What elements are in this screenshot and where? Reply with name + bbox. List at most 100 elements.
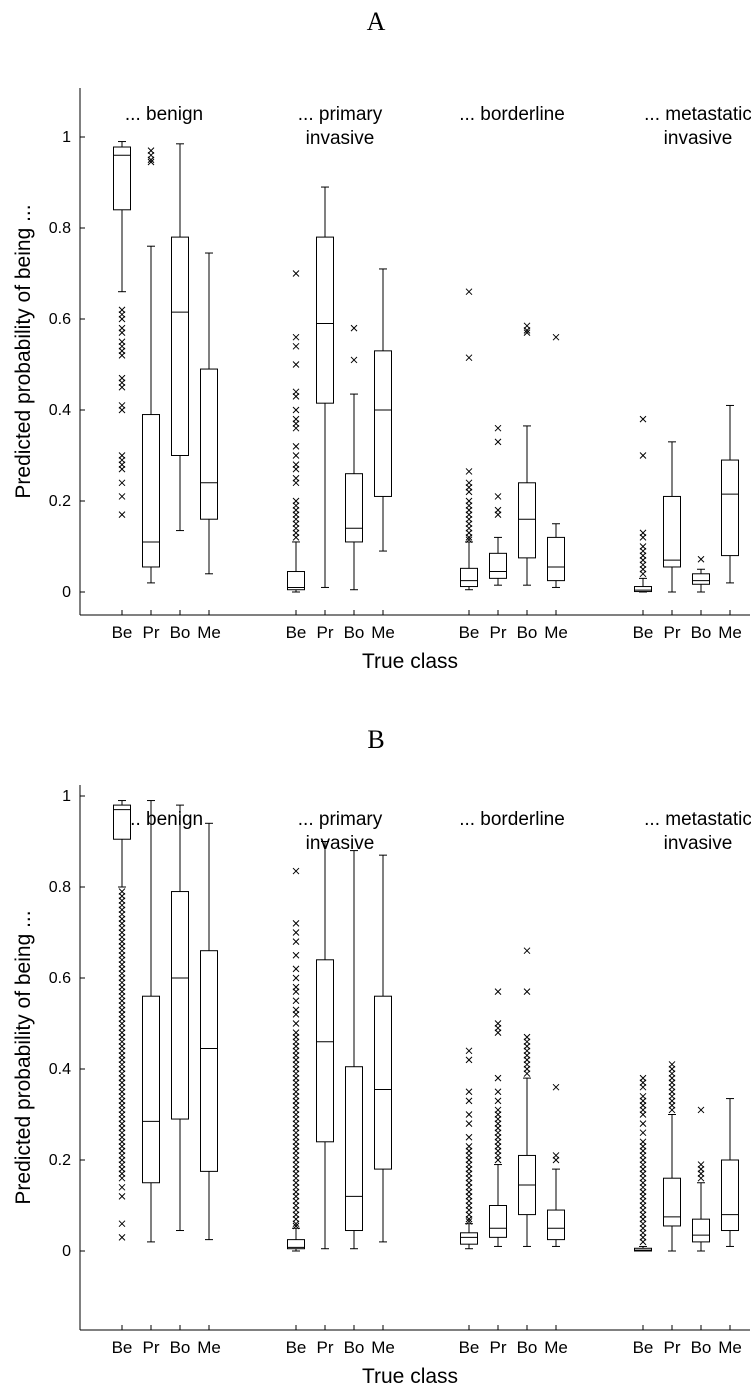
iqr-box xyxy=(171,891,189,1120)
outlier-stroke xyxy=(147,158,155,166)
outlier-marker xyxy=(118,1174,126,1182)
outlier-stroke xyxy=(292,534,300,541)
outlier-stroke xyxy=(465,288,473,296)
outlier-marker xyxy=(697,1174,705,1182)
box-pr: Pr xyxy=(663,441,681,642)
outlier-marker xyxy=(523,947,531,955)
outlier-stroke xyxy=(523,329,531,337)
outlier-stroke xyxy=(639,1111,647,1118)
box-pr: Pr xyxy=(316,186,334,642)
outlier-marker xyxy=(494,1029,502,1036)
x-tick-label: Me xyxy=(197,623,221,642)
outlier-stroke xyxy=(465,1047,473,1055)
box-me: Me xyxy=(544,333,568,642)
y-tick-label: 0.4 xyxy=(49,1061,71,1078)
outlier-marker xyxy=(118,1193,126,1200)
box-bo: Bo xyxy=(170,143,190,642)
outlier-stroke xyxy=(523,988,531,996)
outlier-marker xyxy=(292,965,300,973)
group-title: invasive xyxy=(664,128,733,149)
outlier-stroke xyxy=(147,156,155,164)
outlier-stroke xyxy=(350,324,358,332)
outlier-stroke xyxy=(552,333,560,341)
box-bo: Bo xyxy=(344,324,364,642)
box-pr: Pr xyxy=(663,1061,681,1357)
outlier-stroke xyxy=(639,1238,647,1246)
box-be: Be xyxy=(459,288,479,642)
iqr-box xyxy=(518,482,536,559)
x-tick-label: Be xyxy=(112,623,133,642)
x-tick-label: Me xyxy=(371,623,395,642)
outlier-marker xyxy=(523,988,531,996)
outlier-stroke xyxy=(292,1011,300,1018)
x-axis-label: True class xyxy=(362,1365,458,1388)
group-2: ... borderline Be Pr Bo Me xyxy=(459,104,568,642)
outlier-marker xyxy=(118,1183,126,1191)
box-me: Me xyxy=(371,268,395,642)
outlier-stroke xyxy=(465,1111,473,1118)
iqr-box xyxy=(460,1232,478,1245)
outlier-stroke xyxy=(292,965,300,973)
x-tick-label: Bo xyxy=(170,1338,191,1357)
x-tick-label: Be xyxy=(633,623,654,642)
outlier-marker xyxy=(465,1218,473,1225)
outlier-marker xyxy=(118,406,126,414)
x-tick-label: Pr xyxy=(143,623,160,642)
outlier-stroke xyxy=(494,1088,502,1096)
outlier-stroke xyxy=(465,1120,473,1127)
outlier-stroke xyxy=(697,1174,705,1182)
x-tick-label: Pr xyxy=(664,623,681,642)
outlier-marker xyxy=(292,479,300,487)
x-tick-label: Pr xyxy=(490,623,507,642)
outlier-marker xyxy=(292,452,300,459)
box-be: Be xyxy=(459,1047,479,1357)
outlier-stroke xyxy=(118,1233,126,1241)
iqr-box xyxy=(374,350,392,497)
outlier-marker xyxy=(465,1097,473,1105)
iqr-box xyxy=(316,236,334,404)
panel-letter: A xyxy=(367,7,386,36)
iqr-box xyxy=(113,146,131,211)
outlier-stroke xyxy=(118,511,126,519)
outlier-stroke xyxy=(118,1193,126,1200)
x-tick-label: Me xyxy=(718,623,742,642)
y-tick-label: 1 xyxy=(62,129,71,146)
y-tick-label: 0.2 xyxy=(49,1152,71,1169)
outlier-stroke xyxy=(639,1083,647,1091)
outlier-stroke xyxy=(465,534,473,541)
outlier-stroke xyxy=(465,354,473,362)
outlier-marker xyxy=(292,988,300,996)
outlier-marker xyxy=(639,1238,647,1246)
box-be: Be xyxy=(633,415,654,642)
outlier-stroke xyxy=(118,465,126,473)
outlier-marker xyxy=(465,1215,473,1223)
outlier-stroke xyxy=(292,270,300,277)
outlier-marker xyxy=(465,354,473,362)
outlier-stroke xyxy=(292,974,300,982)
box-pr: Pr xyxy=(489,424,507,642)
outlier-stroke xyxy=(668,1106,676,1114)
outlier-stroke xyxy=(552,1083,560,1091)
x-tick-label: Be xyxy=(112,1338,133,1357)
x-tick-label: Be xyxy=(286,623,307,642)
outlier-stroke xyxy=(494,988,502,996)
x-tick-label: Pr xyxy=(143,1338,160,1357)
outlier-stroke xyxy=(465,1215,473,1223)
x-tick-label: Bo xyxy=(691,623,712,642)
box-be: Be xyxy=(286,867,306,1357)
box-me: Me xyxy=(197,822,221,1357)
box-bo: Bo xyxy=(170,804,191,1357)
outlier-stroke xyxy=(292,479,300,487)
outlier-stroke xyxy=(350,356,358,364)
group-0: ... benign Be Pr Bo Me xyxy=(112,104,221,642)
iqr-box xyxy=(489,552,507,579)
x-tick-label: Me xyxy=(544,623,568,642)
outlier-marker xyxy=(639,1129,647,1137)
outlier-stroke xyxy=(292,333,300,341)
outlier-stroke xyxy=(292,342,300,350)
group-title: invasive xyxy=(306,833,375,854)
outlier-marker xyxy=(465,1111,473,1118)
iqr-box xyxy=(316,959,334,1143)
iqr-box xyxy=(489,1205,507,1238)
group-2: ... borderline Be Pr Bo Me xyxy=(459,809,568,1357)
